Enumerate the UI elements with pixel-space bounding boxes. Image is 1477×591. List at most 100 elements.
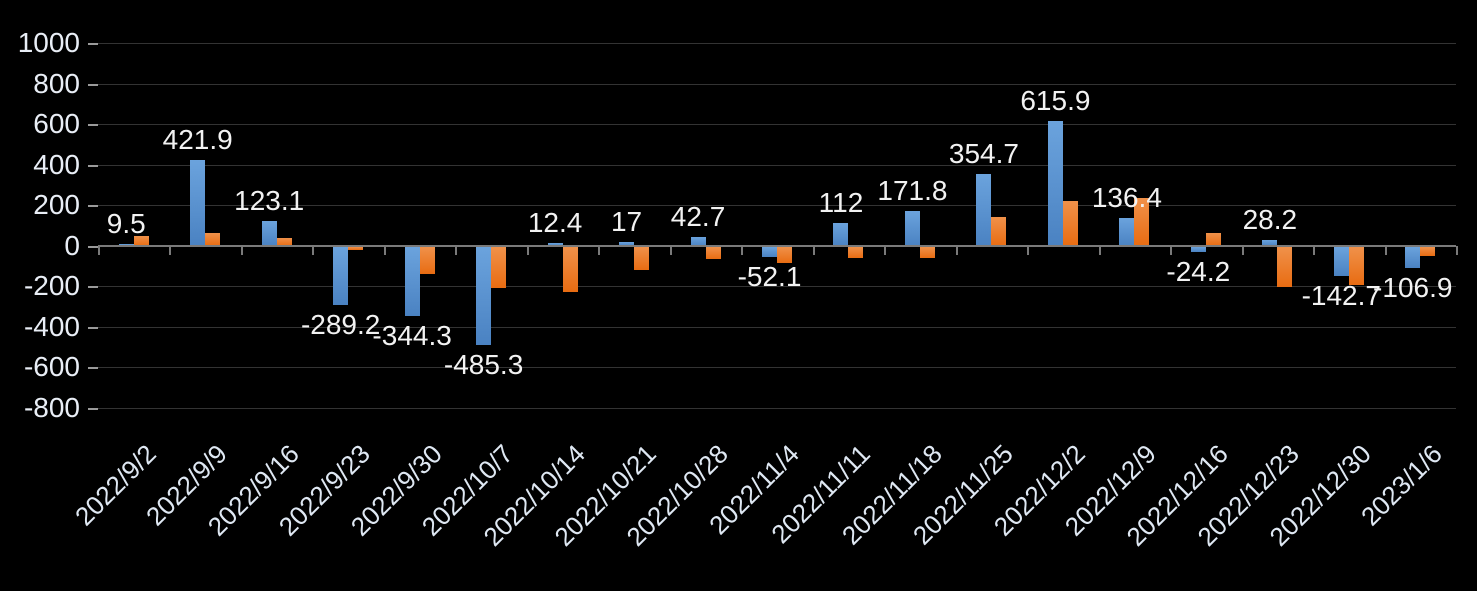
y-axis-label: 200: [33, 189, 80, 221]
gridline: [98, 286, 1456, 288]
data-label: -485.3: [443, 348, 524, 380]
y-axis-label: -800: [23, 391, 80, 423]
x-axis-line: [98, 244, 1456, 247]
x-axis-tick: [812, 245, 815, 255]
y-axis-tick: [88, 124, 98, 127]
orange-series-bar[interactable]: [705, 246, 721, 259]
blue-series-bar[interactable]: [1047, 120, 1063, 246]
blue-series-bar[interactable]: [1119, 218, 1135, 246]
y-axis-tick: [88, 43, 98, 46]
x-axis-tick: [598, 245, 601, 255]
y-axis-tick: [88, 245, 98, 248]
blue-series-bar[interactable]: [762, 246, 777, 258]
y-axis-label: 600: [33, 108, 80, 140]
data-label: 136.4: [1091, 182, 1162, 214]
data-label: 12.4: [527, 207, 583, 239]
y-axis-tick: [88, 326, 98, 329]
orange-series-bar[interactable]: [848, 246, 864, 258]
x-axis-tick: [1313, 245, 1316, 255]
blue-series-bar[interactable]: [476, 246, 492, 345]
data-label: 615.9: [1020, 84, 1091, 116]
data-label: -289.2: [300, 309, 381, 341]
x-axis-tick: [669, 245, 672, 255]
y-axis-tick: [88, 164, 98, 167]
blue-series-bar[interactable]: [690, 237, 706, 246]
orange-series-bar[interactable]: [1134, 197, 1150, 246]
y-axis-label: -200: [23, 270, 80, 302]
orange-series-bar[interactable]: [919, 246, 935, 259]
blue-series-bar[interactable]: [904, 210, 920, 246]
orange-series-bar[interactable]: [634, 246, 650, 270]
y-axis-label: 0: [64, 229, 80, 261]
orange-series-bar[interactable]: [1062, 200, 1078, 246]
y-axis-tick: [88, 367, 98, 370]
gridline: [98, 164, 1456, 166]
blue-series-bar[interactable]: [1262, 239, 1278, 246]
x-axis-tick: [1098, 245, 1101, 255]
x-axis-tick: [741, 245, 744, 255]
data-label: -106.9: [1373, 272, 1453, 304]
data-label: 42.7: [670, 201, 726, 233]
gridline: [98, 124, 1456, 126]
x-axis-tick: [455, 245, 458, 255]
y-axis-label: 1000: [17, 27, 80, 59]
y-axis-tick: [88, 407, 98, 410]
gridline: [98, 326, 1456, 328]
x-axis-tick: [383, 245, 386, 255]
orange-series-bar[interactable]: [1420, 246, 1436, 256]
blue-series-bar[interactable]: [976, 173, 992, 246]
blue-series-bar[interactable]: [619, 242, 635, 246]
gridline: [98, 43, 1456, 45]
orange-series-bar[interactable]: [348, 246, 364, 250]
blue-series-bar[interactable]: [190, 160, 206, 246]
data-label: -52.1: [737, 261, 802, 293]
orange-series-bar[interactable]: [419, 246, 435, 275]
orange-series-bar[interactable]: [777, 246, 792, 264]
y-axis-tick: [88, 205, 98, 208]
orange-series-bar[interactable]: [133, 235, 149, 246]
x-axis-tick: [884, 245, 887, 255]
blue-series-bar[interactable]: [1333, 246, 1349, 276]
gridline: [98, 205, 1456, 207]
orange-series-bar[interactable]: [562, 246, 578, 293]
blue-series-bar[interactable]: [333, 246, 349, 306]
orange-series-bar[interactable]: [1277, 246, 1293, 288]
orange-series-bar[interactable]: [1205, 232, 1221, 246]
y-axis-tick: [88, 83, 98, 86]
data-label: 421.9: [162, 124, 233, 156]
gridline: [98, 83, 1456, 85]
x-axis-tick: [955, 245, 958, 255]
x-axis-tick: [1027, 245, 1030, 255]
orange-series-bar[interactable]: [205, 233, 221, 246]
y-axis-label: 400: [33, 148, 80, 180]
data-label: -142.7: [1301, 279, 1381, 311]
gridline: [98, 407, 1456, 409]
blue-series-bar[interactable]: [547, 243, 563, 246]
x-axis-tick: [1384, 245, 1387, 255]
orange-series-bar[interactable]: [276, 238, 292, 246]
blue-series-bar[interactable]: [833, 223, 849, 246]
x-axis-tick: [1241, 245, 1244, 255]
blue-series-bar[interactable]: [261, 220, 277, 246]
blue-series-bar[interactable]: [1190, 246, 1206, 252]
x-axis-tick: [98, 245, 100, 255]
blue-series-bar[interactable]: [404, 246, 420, 317]
data-label: -24.2: [1166, 255, 1231, 287]
y-axis-label: -400: [23, 310, 80, 342]
x-axis-tick: [1170, 245, 1173, 255]
orange-series-bar[interactable]: [991, 217, 1007, 246]
x-axis-tick: [312, 245, 315, 255]
data-label: 112: [818, 187, 864, 219]
y-axis-label: 800: [33, 67, 80, 99]
data-label: 354.7: [948, 137, 1019, 169]
data-label: 9.5: [106, 207, 146, 239]
data-label: 17: [610, 206, 643, 238]
y-axis-label: -600: [23, 351, 80, 383]
data-label: 123.1: [234, 184, 305, 216]
blue-series-bar[interactable]: [1405, 246, 1421, 269]
data-label: -344.3: [372, 320, 452, 352]
orange-series-bar[interactable]: [491, 246, 507, 289]
orange-series-bar[interactable]: [1348, 246, 1364, 286]
x-axis-tick: [169, 245, 172, 255]
